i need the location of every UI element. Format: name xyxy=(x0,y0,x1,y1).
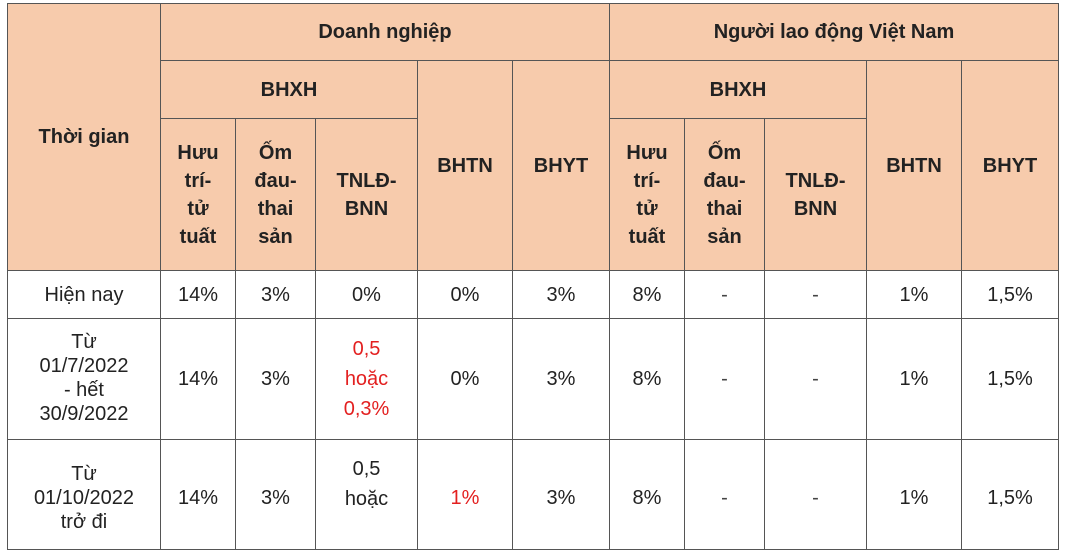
cell-line: - hết xyxy=(63,379,104,401)
cell-line: Từ xyxy=(71,331,97,353)
header-enterprise-bhyt: BHYT xyxy=(512,60,610,271)
cell-dn-sickness: 3% xyxy=(235,318,316,440)
header-worker-bhxh: BHXH xyxy=(609,60,867,119)
insurance-rate-table-container: Thời gian Doanh nghiệp Người lao động Vi… xyxy=(7,3,1059,550)
cell-dn-bhyt: 3% xyxy=(512,270,610,319)
cell-line: đau- xyxy=(703,169,746,192)
cell-line: trí- xyxy=(633,169,661,192)
cell-dn-accident: 0,5 hoặc 0,3% xyxy=(315,318,418,440)
cell-nld-accident: - xyxy=(764,318,867,440)
cell-dn-accident: 0% xyxy=(315,270,418,319)
cell-dn-bhtn: 1% xyxy=(417,439,513,550)
cell-line: 0,5 xyxy=(352,458,381,480)
cell-line: TNLĐ- xyxy=(336,169,397,192)
cell-nld-bhyt: 1,5% xyxy=(961,318,1059,440)
cell-line: tuất xyxy=(628,225,666,248)
cell-line: 01/7/2022 xyxy=(39,355,129,377)
cell-nld-bhtn: 1% xyxy=(866,318,962,440)
header-worker-bhtn: BHTN xyxy=(866,60,962,271)
cell-line: trí- xyxy=(184,169,212,192)
cell-nld-pension: 8% xyxy=(609,318,685,440)
cell-line: tuất xyxy=(179,225,217,248)
cell-line: TNLĐ- xyxy=(785,169,846,192)
header-worker: Người lao động Việt Nam xyxy=(609,3,1059,61)
row-time: Từ 01/10/2022 trở đi xyxy=(7,439,161,550)
cell-nld-pension: 8% xyxy=(609,270,685,319)
cell-nld-accident: - xyxy=(764,439,867,550)
cell-nld-bhtn: 1% xyxy=(866,270,962,319)
cell-line: Ốm xyxy=(258,141,293,164)
cell-nld-bhyt: 1,5% xyxy=(961,270,1059,319)
header-enterprise: Doanh nghiệp xyxy=(160,3,610,61)
cell-nld-bhtn: 1% xyxy=(866,439,962,550)
cell-line: thai xyxy=(706,197,743,220)
cell-line: hoặc xyxy=(344,488,389,510)
cell-dn-sickness: 3% xyxy=(235,439,316,550)
cell-line: 0% xyxy=(352,283,381,306)
table-row: Từ 01/10/2022 trở đi 14% 3% 0,5 hoặc 1% 3% … xyxy=(7,439,1059,550)
cell-dn-pension: 14% xyxy=(160,318,236,440)
header-worker-pension: Hưu trí-tử tuất xyxy=(609,118,685,271)
insurance-rate-table: Thời gian Doanh nghiệp Người lao động Vi… xyxy=(7,3,1059,550)
cell-line: Hưu xyxy=(177,141,219,164)
cell-line: tử xyxy=(187,197,209,220)
cell-line: Từ xyxy=(71,463,97,485)
header-enterprise-bhxh: BHXH xyxy=(160,60,418,119)
row-time: Hiện nay xyxy=(7,270,161,319)
header-enterprise-bhtn: BHTN xyxy=(417,60,513,271)
cell-line: thai xyxy=(257,197,294,220)
cell-dn-accident: 0,5 hoặc xyxy=(315,439,418,550)
cell-dn-bhyt: 3% xyxy=(512,439,610,550)
cell-nld-sickness: - xyxy=(684,318,765,440)
cell-line: 30/9/2022 xyxy=(39,403,129,425)
cell-dn-bhtn: 0% xyxy=(417,270,513,319)
cell-nld-sickness: - xyxy=(684,439,765,550)
row-time: Từ 01/7/2022- hết 30/9/2022 xyxy=(7,318,161,440)
cell-line: tử xyxy=(636,197,658,220)
cell-line: hoặc xyxy=(344,368,389,390)
cell-dn-sickness: 3% xyxy=(235,270,316,319)
table-row: Hiện nay 14% 3% 0% 0% 3% 8% - - 1% 1,5% xyxy=(7,270,1059,319)
cell-line: Hiện nay xyxy=(44,283,124,306)
cell-line: trở đi xyxy=(60,511,108,533)
cell-line: sản xyxy=(258,225,293,248)
header-worker-accident: TNLĐ- BNN xyxy=(764,118,867,271)
cell-line: sản xyxy=(707,225,742,248)
header-worker-sickness: Ốm đau-thai sản xyxy=(684,118,765,271)
cell-line: 01/10/2022 xyxy=(33,487,135,509)
cell-line: BNN xyxy=(793,197,838,220)
header-enterprise-accident: TNLĐ- BNN xyxy=(315,118,418,271)
header-time: Thời gian xyxy=(7,3,161,271)
cell-line: BNN xyxy=(344,197,389,220)
header-enterprise-pension: Hưu trí-tử tuất xyxy=(160,118,236,271)
cell-dn-pension: 14% xyxy=(160,270,236,319)
cell-line: 0,3% xyxy=(343,398,390,420)
header-worker-bhyt: BHYT xyxy=(961,60,1059,271)
table-row: Từ 01/7/2022- hết 30/9/2022 14% 3% 0,5 hoặc… xyxy=(7,318,1059,440)
cell-line: Hưu xyxy=(626,141,668,164)
cell-nld-bhyt: 1,5% xyxy=(961,439,1059,550)
cell-nld-accident: - xyxy=(764,270,867,319)
cell-line: 0,5 xyxy=(352,338,381,360)
cell-dn-pension: 14% xyxy=(160,439,236,550)
cell-line: đau- xyxy=(254,169,297,192)
cell-nld-sickness: - xyxy=(684,270,765,319)
header-enterprise-sickness: Ốm đau-thai sản xyxy=(235,118,316,271)
cell-line: Ốm xyxy=(707,141,742,164)
cell-nld-pension: 8% xyxy=(609,439,685,550)
cell-dn-bhtn: 0% xyxy=(417,318,513,440)
cell-dn-bhyt: 3% xyxy=(512,318,610,440)
